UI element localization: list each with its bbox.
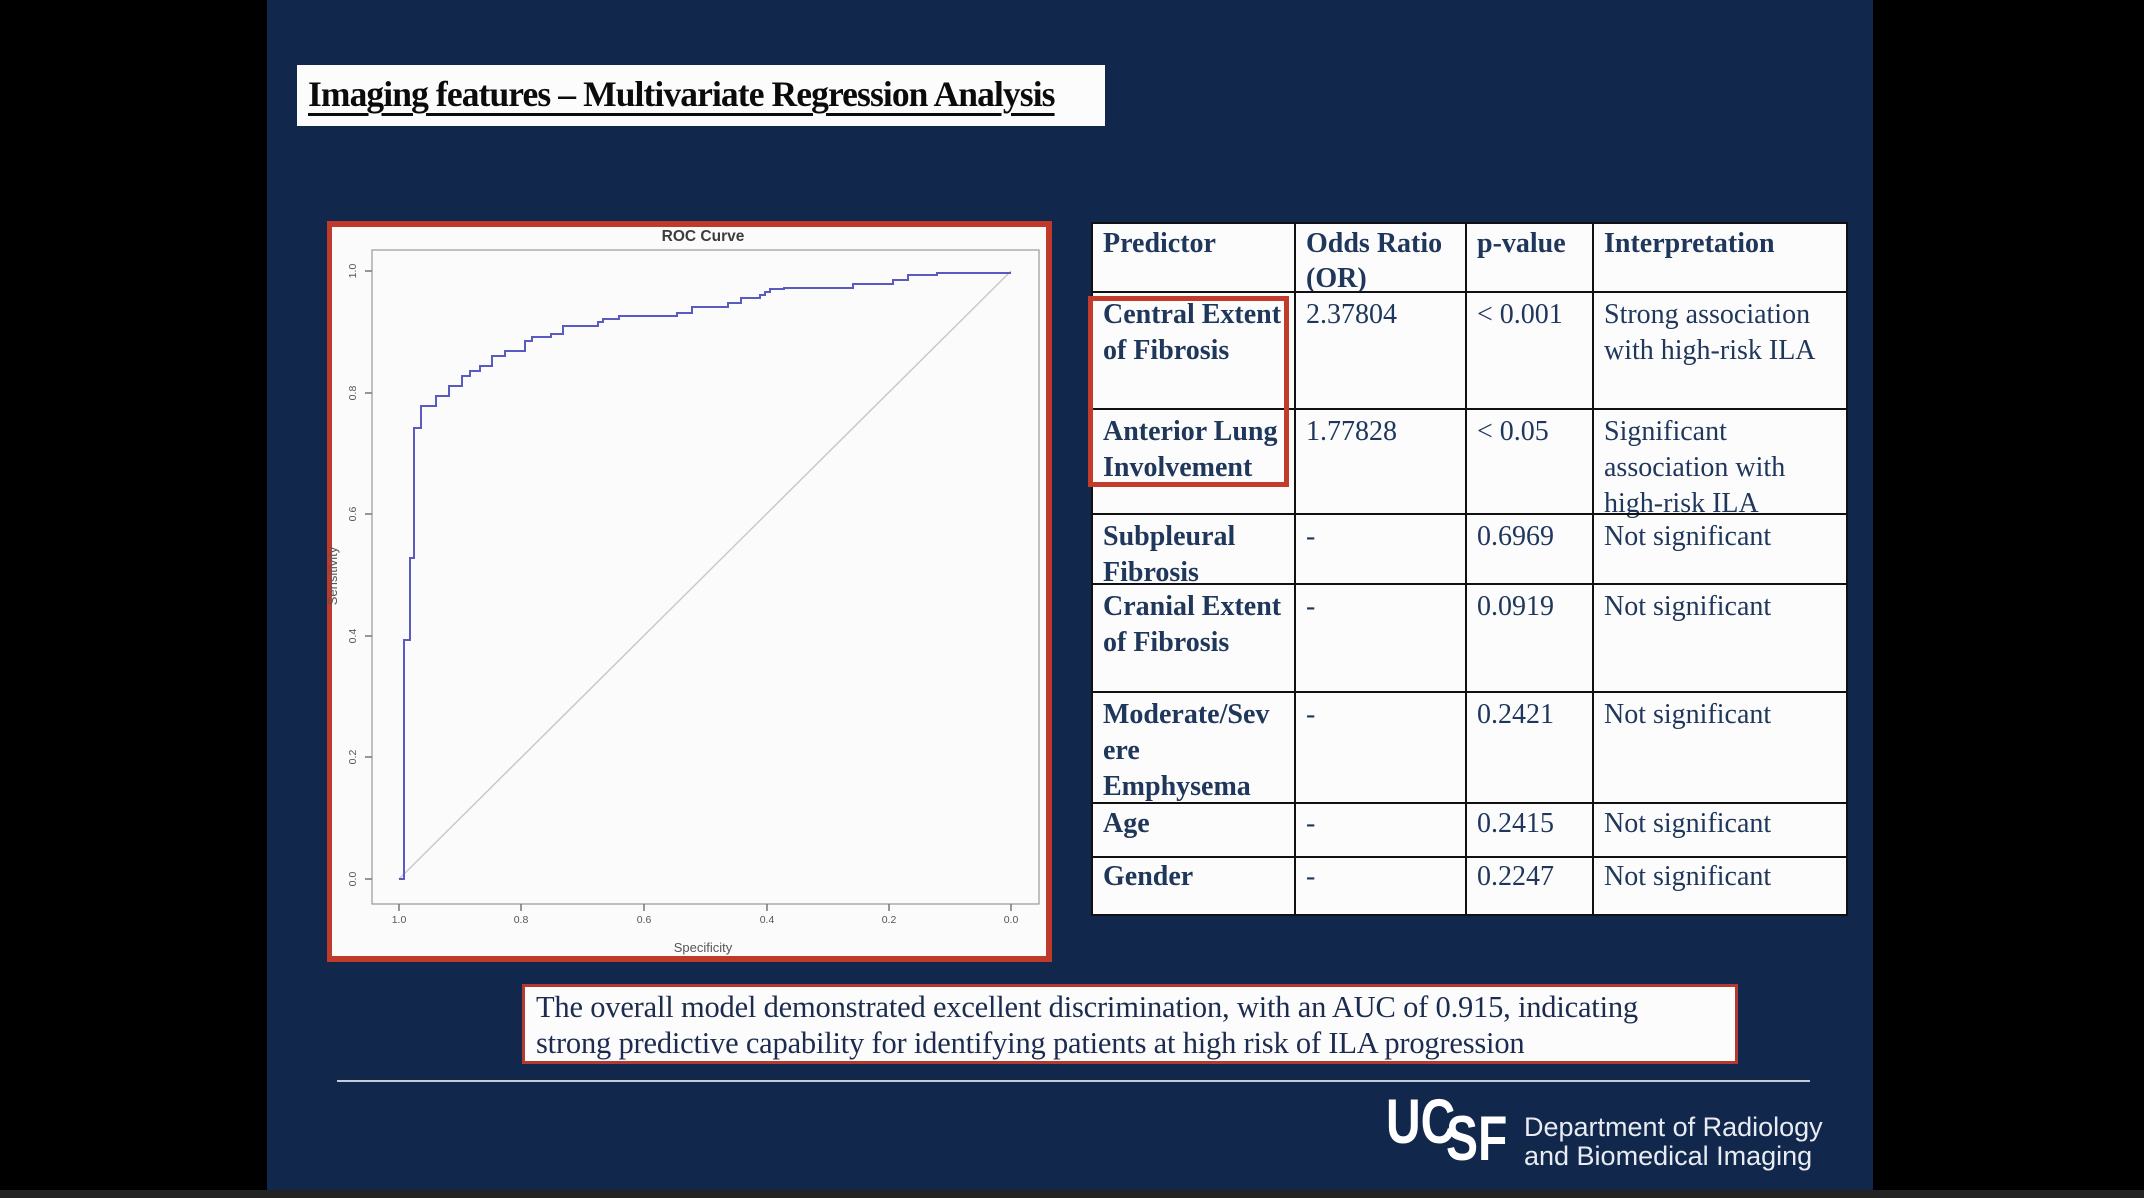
svg-text:Specificity: Specificity — [674, 940, 733, 955]
svg-text:0.4: 0.4 — [760, 914, 775, 926]
svg-text:0.6: 0.6 — [637, 914, 652, 926]
svg-text:0.6: 0.6 — [347, 507, 359, 522]
svg-text:0.8: 0.8 — [347, 386, 359, 401]
svg-text:0.2: 0.2 — [347, 750, 359, 765]
svg-text:0.4: 0.4 — [347, 629, 359, 644]
svg-text:1.0: 1.0 — [347, 264, 359, 279]
svg-text:0.2: 0.2 — [882, 914, 897, 926]
svg-text:0.8: 0.8 — [514, 914, 529, 926]
svg-text:0.0: 0.0 — [1004, 914, 1019, 926]
svg-text:ROC Curve: ROC Curve — [662, 228, 745, 245]
svg-text:Sensitivity: Sensitivity — [327, 546, 340, 605]
svg-text:1.0: 1.0 — [392, 914, 407, 926]
svg-text:0.0: 0.0 — [347, 872, 359, 887]
